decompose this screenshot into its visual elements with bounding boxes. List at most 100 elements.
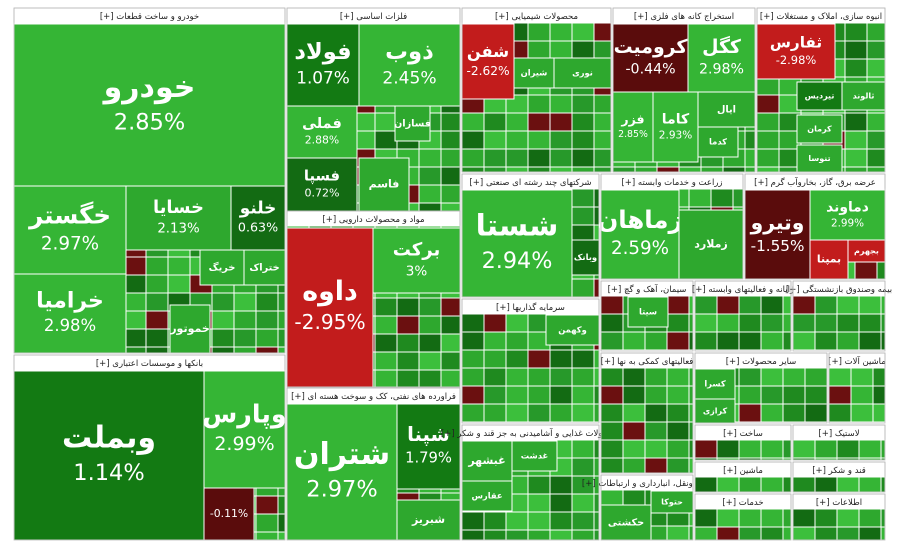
sector-border (600, 173, 744, 280)
small-tile (571, 403, 595, 423)
sector-title[interactable]: محصولات غذایی و آشامیدنی به جز قند و شکر… (441, 427, 620, 439)
tile-symbol: سیتا (639, 307, 657, 317)
sector-title[interactable]: عرضه برق، گاز، بخاروآب گرم [+] (754, 176, 876, 188)
sector-border (13, 7, 286, 354)
tile[interactable] (796, 144, 843, 173)
sector-title[interactable]: شرکتهای چند رشته ای صنعتی [+] (469, 178, 591, 188)
tile[interactable] (627, 296, 669, 328)
tile[interactable] (461, 480, 513, 512)
tile[interactable] (125, 185, 232, 251)
tile[interactable] (841, 81, 886, 111)
tile[interactable] (796, 81, 843, 111)
tile[interactable] (394, 105, 431, 142)
small-tile (688, 367, 694, 387)
small-tile (844, 166, 868, 173)
small-tile (880, 331, 886, 351)
tile[interactable] (358, 23, 461, 107)
tile[interactable] (286, 157, 358, 212)
small-tile (440, 130, 461, 150)
tile-change: 2.88% (305, 134, 339, 147)
small-tile (571, 349, 595, 369)
tile[interactable] (396, 403, 461, 490)
small-tile (850, 385, 874, 405)
tile-change: 2.99% (214, 433, 274, 455)
small-tile (527, 40, 551, 60)
tile[interactable] (286, 105, 358, 159)
tile[interactable] (286, 403, 398, 541)
sector-title[interactable]: قند و شکر [+] (812, 466, 866, 476)
tile-symbol: خسايا (153, 198, 204, 218)
tile[interactable] (243, 249, 286, 286)
tile[interactable] (169, 304, 211, 354)
small-tile (644, 385, 668, 405)
sector-title[interactable]: حمل ونقل، انبارداری و ارتباطات [+] (582, 479, 712, 489)
sector-title[interactable]: بانکها و موسسات اعتباری [+] (96, 359, 203, 369)
tile[interactable] (652, 91, 699, 163)
small-tile (549, 130, 573, 150)
sector-title[interactable]: مواد و محصولات دارویی [+] (322, 215, 424, 225)
small-tile (483, 112, 507, 132)
small-tile (440, 148, 461, 168)
sector-title[interactable]: ماشین [+] (723, 466, 763, 476)
small-tile (483, 166, 507, 173)
tile[interactable] (203, 370, 286, 489)
sector-title[interactable]: رایانه و فعالیتهای وابسته [+] (692, 285, 794, 295)
sector-title[interactable]: فلزات اساسی [+] (340, 12, 407, 22)
tile[interactable] (545, 314, 600, 346)
tile[interactable] (230, 185, 286, 251)
tile[interactable] (511, 440, 558, 472)
tile[interactable] (13, 185, 127, 275)
sector-title[interactable]: ماشین آلات [+] (828, 355, 886, 367)
tile[interactable] (396, 499, 461, 541)
tile[interactable] (286, 227, 374, 388)
tile-symbol: داوه (302, 276, 358, 307)
tile[interactable] (612, 91, 654, 163)
small-tile (527, 349, 551, 369)
sector-title[interactable]: بیمه وصندوق بازنشستگی [+] (786, 284, 892, 295)
tile[interactable] (694, 368, 736, 400)
tile-symbol: حکشتی (608, 518, 644, 529)
tile[interactable] (687, 23, 756, 93)
sector-title[interactable]: فعالیتهای کمکی به نها [+] (601, 357, 694, 367)
sector-title[interactable]: لاستیک [+] (818, 429, 859, 439)
tile[interactable] (13, 370, 205, 541)
sector-title[interactable]: سایر محصولات [+] (726, 357, 797, 367)
sector-title[interactable]: انبوه سازی، املاک و مستغلات [+] (760, 12, 882, 22)
sector-title[interactable]: استخراج کانه های فلزی [+] (634, 12, 734, 22)
small-tile (880, 295, 886, 315)
tile[interactable] (756, 23, 836, 80)
sector-title[interactable]: خدمات [+] (722, 498, 763, 508)
sector-title[interactable]: فراورده های نفتی، کک و سوخت هسته ای [+] (291, 392, 456, 402)
tile[interactable] (199, 249, 245, 286)
sector-title[interactable]: اطلاعات [+] (816, 498, 862, 508)
tile[interactable] (372, 227, 461, 294)
tile[interactable] (13, 23, 286, 187)
tile[interactable] (13, 273, 127, 354)
tile[interactable] (796, 114, 843, 144)
sector-title[interactable]: زراعت و خدمات وابسته [+] (621, 178, 722, 188)
tile[interactable] (744, 189, 811, 280)
tile[interactable] (809, 239, 849, 280)
tile[interactable] (571, 239, 600, 276)
tile[interactable] (600, 189, 680, 280)
tile[interactable] (678, 209, 744, 280)
small-tile (505, 367, 529, 387)
sector-title[interactable]: محصولات شیمیایی [+] (495, 12, 578, 22)
tile[interactable] (461, 440, 513, 482)
tile[interactable] (461, 23, 515, 100)
small-tile (738, 526, 762, 541)
tile[interactable] (809, 189, 886, 241)
small-tile (666, 439, 690, 459)
tile[interactable] (697, 126, 739, 158)
sector-title[interactable]: سیمان، آهک و گچ [+] (608, 283, 687, 295)
sector-title[interactable]: سرمایه گذاریها [+] (496, 302, 565, 313)
sector-title[interactable]: ساخت [+] (723, 429, 763, 439)
small-tile (716, 295, 740, 315)
small-tile (571, 188, 595, 208)
sector-title[interactable]: خودرو و ساخت قطعات [+] (100, 12, 199, 22)
small-tile (233, 328, 257, 348)
tile[interactable] (358, 157, 410, 212)
tile[interactable] (203, 487, 255, 541)
small-tile (760, 295, 784, 315)
small-tile (738, 331, 762, 351)
